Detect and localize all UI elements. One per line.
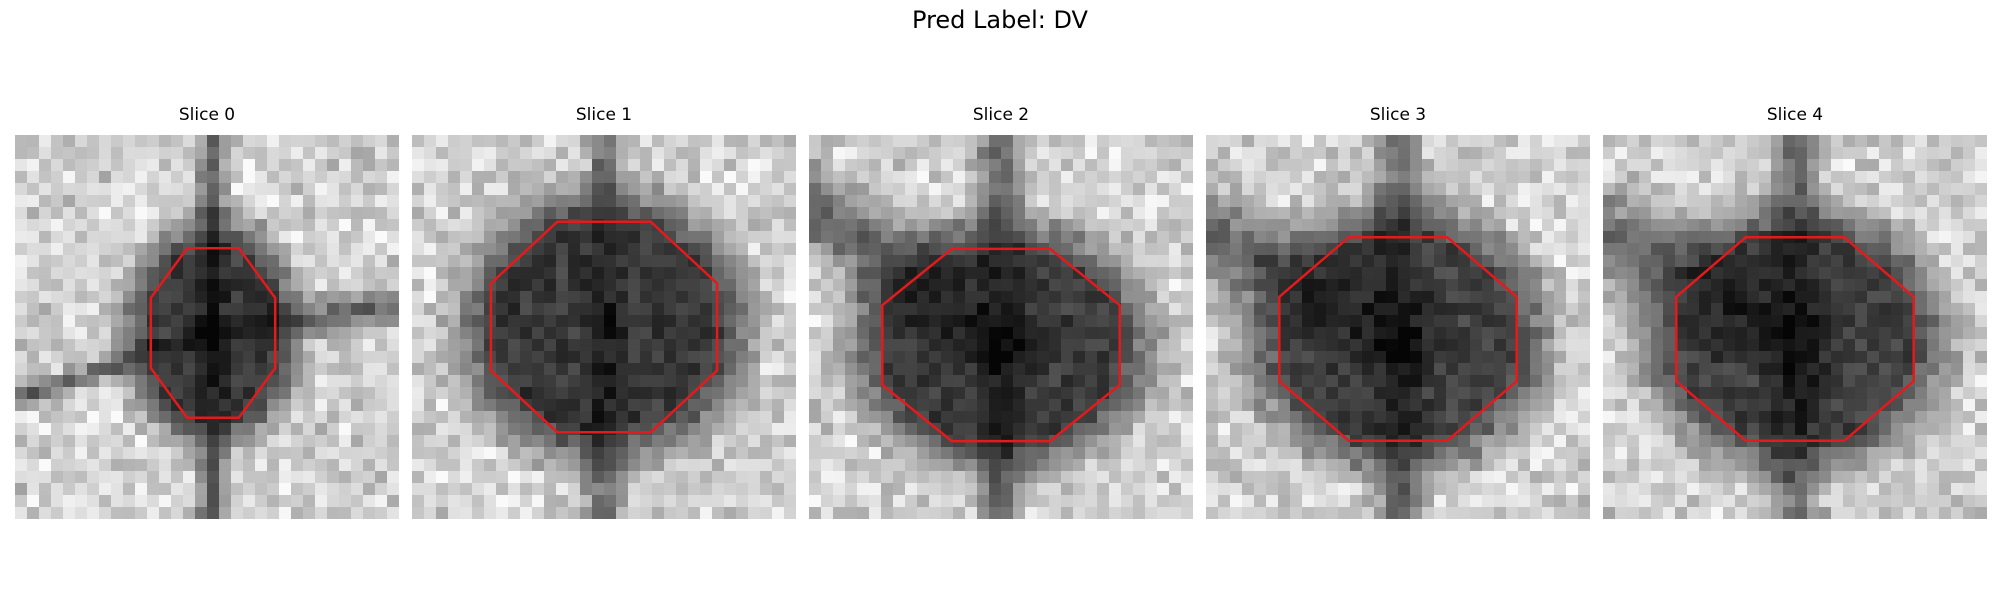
- slice-image: [1603, 135, 1987, 519]
- pixel-grid: [1206, 135, 1590, 519]
- grayscale-patch-with-contour: [1603, 135, 1987, 519]
- pixel-grid: [15, 135, 399, 519]
- slice-title: Slice 3: [1369, 105, 1427, 125]
- prediction-contour: [489, 220, 719, 434]
- grayscale-patch-with-contour: [809, 135, 1193, 519]
- slice-image: [412, 135, 796, 519]
- slice-title: Slice 4: [1766, 105, 1824, 125]
- grayscale-patch-with-contour: [412, 135, 796, 519]
- slice-image: [15, 135, 399, 519]
- slice-title: Slice 0: [178, 105, 236, 125]
- slice-image: [1206, 135, 1590, 519]
- pixel-grid: [1603, 135, 1987, 519]
- pixel-grid: [809, 135, 1193, 519]
- prediction-contour: [1278, 235, 1518, 443]
- prediction-contour: [881, 247, 1121, 443]
- slice-title: Slice 1: [575, 105, 633, 125]
- slice-image: [809, 135, 1193, 519]
- prediction-contour: [149, 246, 277, 420]
- grayscale-patch-with-contour: [1206, 135, 1590, 519]
- grayscale-patch-with-contour: [15, 135, 399, 519]
- pixel-grid: [412, 135, 796, 519]
- figure-title: Pred Label: DV: [912, 6, 1088, 34]
- prediction-contour: [1675, 235, 1915, 443]
- slice-title: Slice 2: [972, 105, 1030, 125]
